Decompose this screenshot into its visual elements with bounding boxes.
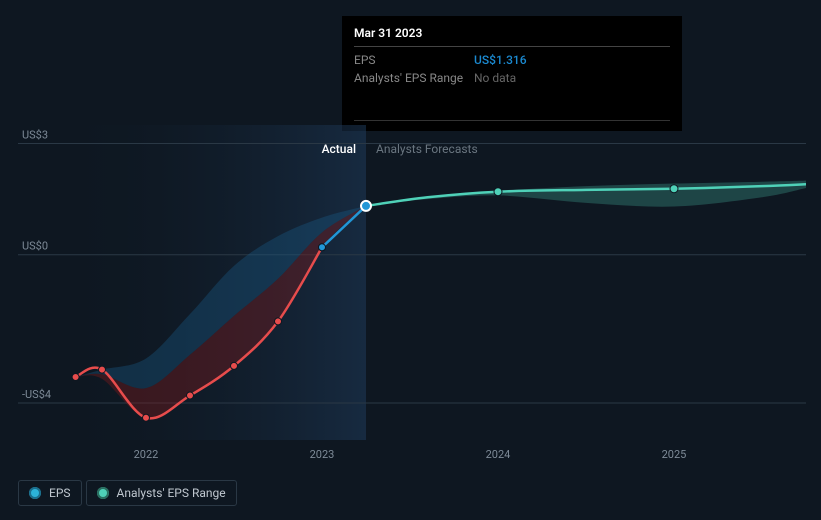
eps-actual-pos-marker	[319, 244, 326, 251]
forecast-band	[366, 181, 806, 207]
tooltip-spacer	[354, 91, 670, 121]
tooltip-date: Mar 31 2023	[354, 26, 670, 47]
eps-actual-neg-marker	[187, 392, 194, 399]
chart-legend: EPS Analysts' EPS Range	[18, 480, 237, 506]
section-label-forecast: Analysts Forecasts	[376, 142, 478, 156]
y-axis-label: US$3	[22, 129, 48, 142]
tooltip-label: EPS	[354, 53, 474, 67]
eps-actual-neg-marker	[99, 366, 106, 373]
highlight-marker	[361, 201, 371, 211]
legend-swatch-icon	[29, 487, 41, 499]
eps-actual-neg-marker	[231, 362, 238, 369]
x-axis-label: 2023	[310, 448, 335, 461]
tooltip-value: US$1.316	[474, 53, 527, 67]
section-label-actual: Actual	[322, 142, 356, 156]
chart-tooltip: Mar 31 2023 EPS US$1.316 Analysts' EPS R…	[342, 16, 682, 131]
eps-forecast-marker	[670, 185, 678, 193]
eps-actual-neg-marker	[275, 318, 282, 325]
tooltip-row-range: Analysts' EPS Range No data	[354, 69, 670, 87]
legend-item-analysts-range[interactable]: Analysts' EPS Range	[86, 480, 237, 506]
eps-actual-neg-marker	[143, 414, 150, 421]
legend-label: EPS	[49, 486, 71, 500]
y-axis-label: -US$4	[22, 388, 51, 401]
tooltip-row-eps: EPS US$1.316	[354, 51, 670, 69]
eps-chart[interactable]: US$3 US$0 -US$4 Actual Analysts Forecasts 202…	[18, 125, 806, 465]
eps-actual-neg-marker	[72, 374, 79, 381]
legend-swatch-icon	[97, 487, 109, 499]
x-axis-label: 2024	[486, 448, 511, 461]
legend-item-eps[interactable]: EPS	[18, 480, 82, 506]
past-region-shade	[58, 125, 366, 440]
tooltip-label: Analysts' EPS Range	[354, 71, 474, 85]
x-axis-label: 2022	[134, 448, 159, 461]
y-axis-label: US$0	[22, 240, 48, 253]
x-axis-label: 2025	[662, 448, 687, 461]
legend-label: Analysts' EPS Range	[117, 486, 226, 500]
tooltip-value: No data	[474, 71, 516, 85]
eps-forecast-marker	[494, 188, 502, 196]
